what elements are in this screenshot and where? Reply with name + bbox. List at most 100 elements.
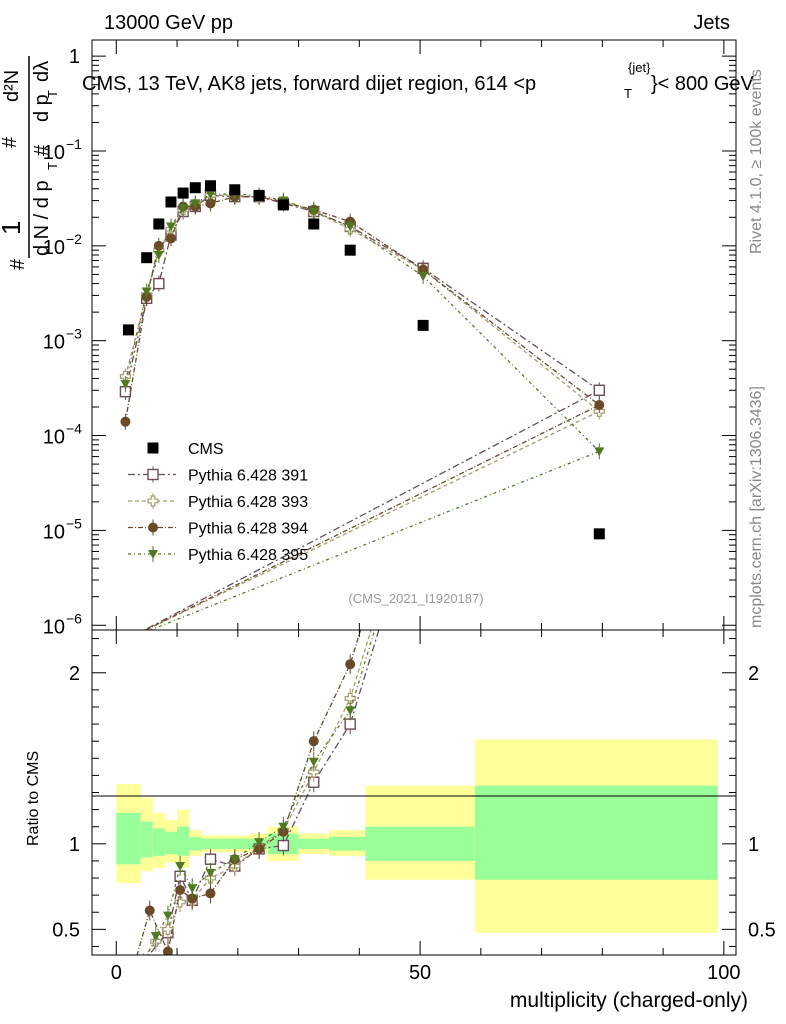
- ratio-series-layer: [136, 630, 380, 955]
- ratio-point-p395: [308, 757, 319, 767]
- point-cms: [344, 244, 356, 256]
- ratio-point-p394: [162, 946, 173, 955]
- header-right: Jets: [693, 12, 730, 34]
- ratio-y-axis-label: Ratio to CMS: [25, 751, 42, 846]
- point-cms: [153, 218, 165, 230]
- point-p394: [165, 233, 176, 244]
- legend-marker-p393: [147, 495, 159, 507]
- ratio-point-p395: [175, 862, 186, 872]
- point-cms: [593, 528, 605, 540]
- ratio-point-p395: [229, 855, 240, 865]
- point-cms: [417, 319, 429, 331]
- ratio-point-p394: [175, 885, 186, 895]
- ratio-band-inner: [219, 838, 250, 849]
- point-p395: [418, 272, 429, 282]
- ratio-point-p391: [277, 839, 290, 852]
- ylabel-dlambda: dλ: [31, 61, 53, 82]
- point-cms: [308, 218, 320, 230]
- main-y-tick-exponent: −6: [66, 610, 82, 626]
- ratio-point-p395: [254, 838, 265, 848]
- legend-marker-p394: [148, 522, 158, 533]
- title-superscript: {jet}: [628, 60, 651, 75]
- ylabel-one: 1: [0, 221, 26, 235]
- ratio-band-inner: [177, 826, 190, 856]
- ratio-point-p394: [308, 736, 319, 747]
- title-end: }< 800 GeV: [651, 73, 755, 95]
- ylabel-hash1: #: [7, 258, 29, 270]
- legend-label-cms: CMS: [188, 441, 224, 458]
- main-y-tick-exponent: −3: [66, 326, 82, 342]
- ratio-band-inner: [474, 785, 718, 880]
- legend-label-p391: Pythia 6.428 391: [188, 468, 308, 485]
- ylabel-dpT: d p: [31, 94, 53, 122]
- main-y-tick-label: 1: [69, 46, 80, 68]
- x-tick-label: 100: [707, 962, 740, 984]
- ratio-point-p395: [278, 822, 289, 832]
- ratio-band-inner: [140, 821, 153, 858]
- ratio-band-inner: [116, 813, 141, 865]
- main-y-tick-label: 10: [43, 142, 65, 164]
- point-p395: [153, 251, 164, 261]
- mcplots-label: mcplots.cern.ch [arXiv:1306.3436]: [748, 386, 765, 628]
- point-p394: [120, 416, 131, 427]
- main-y-tick-exponent: −2: [66, 231, 82, 247]
- main-y-tick-exponent: −5: [66, 515, 82, 531]
- legend-marker-p395: [148, 550, 158, 559]
- ratio-line-p393: [145, 630, 372, 955]
- main-y-tick-label: 10: [43, 616, 65, 638]
- main-y-tick-exponent: −4: [66, 421, 82, 437]
- ylabel-T-sub: T: [45, 162, 60, 170]
- point-p394: [594, 399, 605, 410]
- point-cms: [253, 189, 265, 201]
- rivet-version-label: Rivet 4.1.0, ≥ 100k events: [748, 69, 765, 254]
- ratio-point-p395: [150, 932, 161, 942]
- legend-label-p395: Pythia 6.428 395: [188, 547, 308, 564]
- main-y-axis-label: # 1 d N / d p T # # d²N d p T dλ: [0, 56, 60, 270]
- ratio-band-inner: [152, 828, 165, 856]
- series-line-p395: [124, 193, 601, 630]
- ratio-band-inner: [298, 838, 329, 849]
- main-y-tick-label: 10: [43, 237, 65, 259]
- ratio-point-p394: [205, 888, 216, 899]
- ratio-y-tick-label-right: 2: [748, 663, 759, 685]
- legend-label-p393: Pythia 6.428 393: [188, 494, 308, 511]
- ratio-y-tick-label-left: 0.5: [52, 919, 80, 941]
- ratio-point-p394: [144, 905, 155, 916]
- ratio-band-inner: [164, 831, 178, 855]
- ratio-point-p394: [345, 659, 356, 670]
- point-p395: [594, 447, 605, 457]
- ratio-point-p395: [187, 884, 198, 894]
- ratio-band-inner: [201, 838, 220, 849]
- ratio-line-p394: [136, 630, 362, 955]
- x-tick-label: 50: [409, 962, 431, 984]
- ratio-y-tick-label-right: 1: [748, 834, 759, 856]
- series-line-p393: [124, 194, 601, 630]
- ylabel-hash3: #: [31, 144, 53, 156]
- point-p395: [345, 222, 356, 232]
- legend-label-p394: Pythia 6.428 394: [188, 521, 308, 538]
- point-cms: [229, 184, 241, 196]
- point-cms: [204, 180, 216, 192]
- ratio-point-p393: [344, 692, 356, 705]
- ratio-point-p394: [187, 893, 198, 904]
- ratio-point-p395: [205, 868, 216, 878]
- ratio-y-tick-label-right: 0.5: [748, 919, 776, 941]
- title-subscript: T: [624, 86, 632, 101]
- legend: CMS Pythia 6.428 391 Pythia 6.428 393 Pythi…: [128, 441, 308, 564]
- point-cms: [189, 182, 201, 194]
- point-p394: [205, 198, 216, 209]
- header-left: 13000 GeV pp: [104, 12, 233, 34]
- legend-marker-p391: [147, 468, 159, 481]
- ratio-point-p391: [204, 853, 217, 865]
- ratio-y-tick-label-left: 2: [69, 663, 80, 685]
- ratio-uncertainty-bands: [116, 739, 718, 933]
- ratio-point-p391: [344, 718, 356, 730]
- point-p395: [308, 207, 319, 217]
- title-main: CMS, 13 TeV, AK8 jets, forward dijet reg…: [82, 73, 536, 95]
- ratio-point-p395: [345, 706, 356, 716]
- ratio-point-p393: [308, 766, 320, 778]
- point-p395: [165, 222, 176, 232]
- ylabel-d2N: d²N: [1, 70, 23, 102]
- ratio-point-p395: [162, 911, 173, 921]
